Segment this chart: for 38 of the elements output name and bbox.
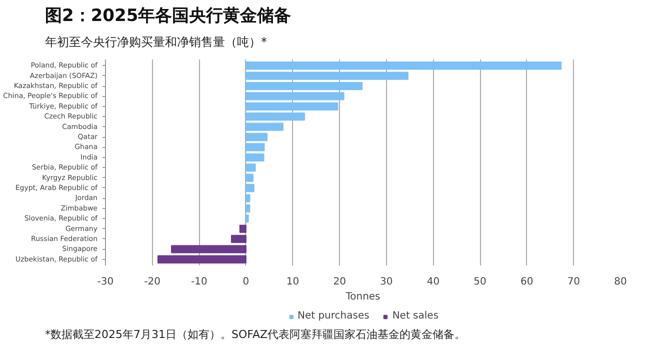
text: *数据截至2025年7月31日（如有）。SOFAZ代表阿塞拜疆国家石油基金的黄金储备。 [45, 327, 466, 344]
bar [245, 174, 254, 182]
bar [245, 82, 363, 91]
x-tick-label: -20 [144, 276, 160, 288]
x-tick-label: -10 [190, 276, 208, 288]
bar [245, 92, 344, 101]
x-tick-label: 80 [614, 276, 627, 288]
bar [245, 204, 250, 213]
bar [171, 246, 246, 254]
bar [245, 154, 264, 162]
legend-label: Net sales [392, 310, 439, 322]
x-tick-label: 30 [380, 276, 393, 288]
chart-subtitle: 年初至今央行净购买量和净销售量（吨）* [45, 34, 267, 52]
x-tick-label: 70 [567, 276, 580, 288]
bar [245, 144, 265, 152]
bar [245, 72, 408, 80]
x-tick-label: 40 [426, 276, 440, 288]
x-tick-label: 50 [474, 276, 486, 288]
bar [245, 184, 254, 192]
bar [245, 214, 249, 224]
x-tick-label: -30 [97, 276, 114, 288]
bar [157, 256, 246, 264]
bar [245, 133, 268, 142]
x-tick-label: 0 [242, 276, 250, 288]
bar [245, 62, 562, 70]
bar [245, 164, 256, 172]
x-axis-title: Tonnes [344, 292, 380, 303]
x-tick-label: 60 [520, 276, 534, 288]
bar [245, 123, 284, 132]
x-tick-label: 20 [333, 276, 346, 288]
bar [245, 194, 250, 203]
bar [230, 235, 246, 244]
chart-title: 图2：2025年各国央行黄金储备 [45, 5, 292, 28]
bar [245, 112, 305, 122]
bar [245, 102, 338, 111]
legend-label: Net purchases [297, 310, 370, 322]
bar [239, 225, 246, 234]
x-tick-label: 10 [286, 276, 300, 288]
